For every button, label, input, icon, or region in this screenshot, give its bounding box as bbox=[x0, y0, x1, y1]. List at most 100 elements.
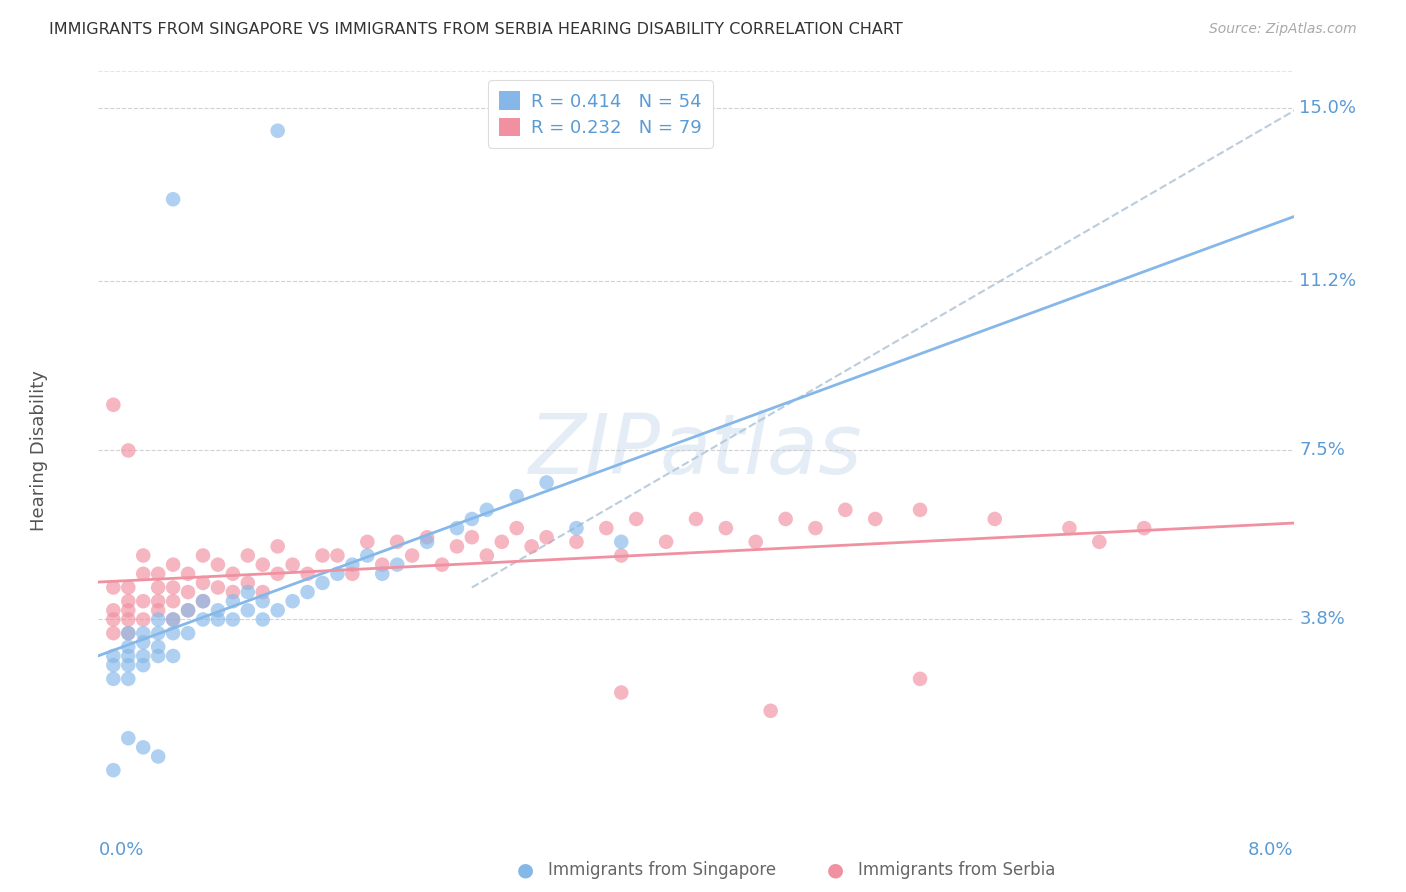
Point bbox=[191, 549, 214, 563]
Text: 3.8%: 3.8% bbox=[1299, 610, 1346, 629]
Point bbox=[177, 585, 200, 599]
Point bbox=[834, 503, 856, 517]
Point bbox=[117, 658, 139, 673]
Text: IMMIGRANTS FROM SINGAPORE VS IMMIGRANTS FROM SERBIA HEARING DISABILITY CORRELATI: IMMIGRANTS FROM SINGAPORE VS IMMIGRANTS … bbox=[49, 22, 903, 37]
Text: ZIPatlas: ZIPatlas bbox=[529, 410, 863, 491]
Point bbox=[162, 612, 184, 626]
Point bbox=[132, 612, 155, 626]
Point bbox=[207, 603, 229, 617]
Text: Source: ZipAtlas.com: Source: ZipAtlas.com bbox=[1209, 22, 1357, 37]
Point bbox=[342, 566, 364, 581]
Point bbox=[177, 626, 200, 640]
Point bbox=[520, 540, 543, 554]
Point bbox=[148, 594, 170, 608]
Point bbox=[536, 530, 558, 544]
Point bbox=[430, 558, 453, 572]
Point bbox=[222, 585, 245, 599]
Point bbox=[745, 534, 768, 549]
Point bbox=[252, 594, 274, 608]
Point bbox=[252, 585, 274, 599]
Point bbox=[626, 512, 648, 526]
Text: ●: ● bbox=[517, 860, 534, 880]
Point bbox=[804, 521, 827, 535]
Point bbox=[446, 540, 468, 554]
Point bbox=[297, 585, 319, 599]
Point bbox=[506, 521, 529, 535]
Point bbox=[207, 612, 229, 626]
Text: 8.0%: 8.0% bbox=[1249, 840, 1294, 859]
Point bbox=[191, 612, 214, 626]
Point bbox=[103, 648, 125, 663]
Point bbox=[132, 594, 155, 608]
Point bbox=[117, 581, 139, 595]
Point bbox=[132, 635, 155, 649]
Point bbox=[222, 612, 245, 626]
Point bbox=[222, 566, 245, 581]
Point bbox=[162, 626, 184, 640]
Text: Immigrants from Serbia: Immigrants from Serbia bbox=[858, 861, 1054, 879]
Point bbox=[311, 549, 333, 563]
Point bbox=[117, 594, 139, 608]
Point bbox=[416, 530, 439, 544]
Point bbox=[191, 594, 214, 608]
Point bbox=[685, 512, 707, 526]
Point bbox=[117, 672, 139, 686]
Point bbox=[222, 594, 245, 608]
Point bbox=[1133, 521, 1156, 535]
Text: ●: ● bbox=[827, 860, 844, 880]
Point bbox=[132, 626, 155, 640]
Point bbox=[252, 558, 274, 572]
Point bbox=[117, 443, 139, 458]
Point bbox=[207, 581, 229, 595]
Point bbox=[162, 594, 184, 608]
Point bbox=[281, 594, 304, 608]
Text: 11.2%: 11.2% bbox=[1299, 272, 1357, 291]
Point bbox=[281, 558, 304, 572]
Point bbox=[385, 534, 409, 549]
Point bbox=[311, 575, 333, 590]
Point bbox=[162, 648, 184, 663]
Point bbox=[177, 566, 200, 581]
Point bbox=[207, 558, 229, 572]
Point bbox=[162, 558, 184, 572]
Point bbox=[191, 575, 214, 590]
Point bbox=[371, 558, 394, 572]
Point bbox=[1088, 534, 1111, 549]
Point bbox=[103, 672, 125, 686]
Point bbox=[595, 521, 617, 535]
Point bbox=[714, 521, 737, 535]
Point bbox=[461, 530, 484, 544]
Point bbox=[236, 575, 259, 590]
Legend: R = 0.414   N = 54, R = 0.232   N = 79: R = 0.414 N = 54, R = 0.232 N = 79 bbox=[488, 80, 713, 148]
Point bbox=[326, 549, 349, 563]
Point bbox=[148, 581, 170, 595]
Text: 7.5%: 7.5% bbox=[1299, 442, 1346, 459]
Point bbox=[908, 672, 931, 686]
Point bbox=[177, 603, 200, 617]
Point bbox=[148, 566, 170, 581]
Point bbox=[565, 521, 588, 535]
Point bbox=[506, 489, 529, 503]
Point bbox=[132, 658, 155, 673]
Point bbox=[103, 603, 125, 617]
Point bbox=[148, 612, 170, 626]
Text: Hearing Disability: Hearing Disability bbox=[30, 370, 48, 531]
Point bbox=[655, 534, 678, 549]
Point bbox=[252, 612, 274, 626]
Point bbox=[491, 534, 513, 549]
Point bbox=[610, 685, 633, 699]
Point bbox=[117, 612, 139, 626]
Point bbox=[984, 512, 1007, 526]
Point bbox=[297, 566, 319, 581]
Point bbox=[103, 398, 125, 412]
Point bbox=[865, 512, 887, 526]
Point bbox=[446, 521, 468, 535]
Point bbox=[117, 640, 139, 654]
Point bbox=[117, 626, 139, 640]
Point bbox=[1059, 521, 1081, 535]
Point bbox=[132, 740, 155, 755]
Point bbox=[162, 612, 184, 626]
Point bbox=[162, 581, 184, 595]
Point bbox=[267, 540, 290, 554]
Point bbox=[132, 566, 155, 581]
